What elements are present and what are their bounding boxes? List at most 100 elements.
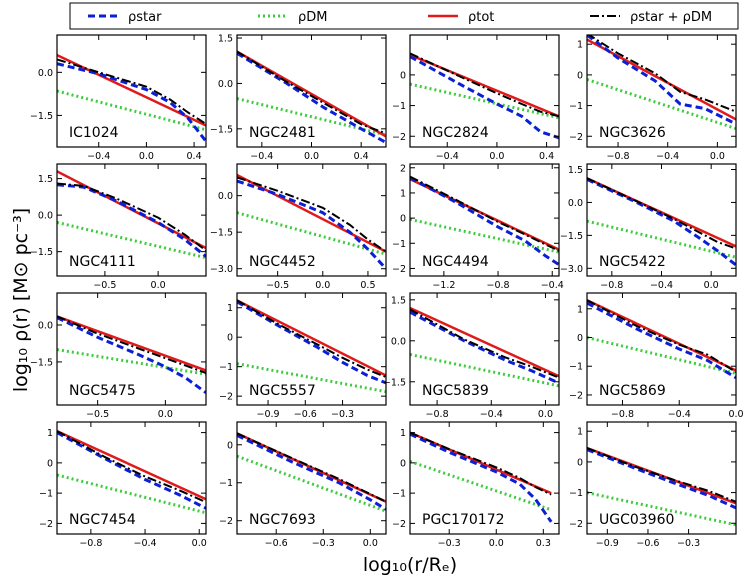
y-tick-label: 1	[47, 428, 53, 439]
panel-ngc4494: −1.2 −0.8 −0.4 2 1 0 −1 −2 NGC4494	[392, 163, 564, 291]
series-group	[237, 173, 386, 270]
x-tick-label: 0.5	[360, 280, 375, 291]
x-tick-label: −0.8	[426, 409, 449, 420]
x-tick-label: 0.0	[538, 409, 553, 420]
y-tick-label: −1	[569, 488, 583, 499]
panel-ngc5839: −0.8 −0.4 0.0 1.5 0.0 −1.5 NGC5839	[383, 292, 560, 420]
series-sum	[587, 35, 736, 113]
x-tick-label: 0.0	[363, 538, 378, 549]
x-tick-label: −0.5	[266, 280, 289, 291]
series-star	[57, 431, 206, 510]
series-group	[237, 299, 386, 394]
panel-pgc170172: −0.3 0.0 0.3 1 0 −1 −2 PGC170172	[392, 421, 560, 549]
y-tick-label: 0.0	[38, 211, 53, 222]
panel-ngc7693: −0.6 −0.3 0.0 0 −1 −2 NGC7693	[219, 421, 387, 549]
panel-ngc2824: −0.4 0.0 0.4 0 −1 −2 NGC2824	[392, 34, 560, 162]
y-tick-label: −2	[392, 264, 406, 275]
series-dm	[587, 219, 736, 259]
series-group	[410, 52, 559, 140]
y-tick-label: 1	[400, 188, 406, 199]
series-dm	[57, 220, 206, 260]
series-sum	[587, 177, 736, 250]
y-tick-label: −2	[569, 132, 583, 143]
y-tick-label: 1.5	[218, 34, 233, 45]
series-dm	[410, 459, 552, 512]
y-tick-label: 0	[577, 333, 583, 344]
y-tick-label: −2	[219, 392, 233, 403]
legend-label-dm: ρDM	[298, 10, 327, 25]
series-group	[410, 175, 559, 266]
x-tick-label: 0.0	[489, 538, 504, 549]
series-tot	[57, 429, 206, 501]
series-group	[237, 432, 386, 513]
series-group	[57, 53, 206, 143]
series-group	[587, 299, 736, 379]
y-tick-label: 1	[577, 427, 583, 438]
series-group	[57, 315, 206, 394]
panel-frame	[409, 421, 560, 535]
panel-label: NGC2481	[249, 125, 316, 141]
series-tot	[410, 53, 559, 118]
panel-frame	[586, 421, 737, 535]
x-tick-label: 0.4	[354, 151, 369, 162]
panel-ngc3626: −0.8 −0.4 0.0 1 0 −1 −2 NGC3626	[569, 34, 737, 162]
x-tick-label: 0.0	[315, 280, 330, 291]
series-dm	[237, 97, 386, 137]
series-tot	[587, 299, 736, 372]
y-tick-label: 0	[227, 333, 233, 344]
panel-frame	[56, 421, 207, 535]
x-tick-label: 0.0	[139, 151, 154, 162]
panel-frame	[56, 34, 207, 148]
series-group	[410, 306, 559, 388]
panel-label: UGC03960	[599, 512, 674, 528]
x-tick-label: −0.6	[294, 409, 317, 420]
series-group	[237, 50, 386, 144]
panel-ngc5557: −0.9 −0.6 −0.3 1 0 −1 −2 NGC5557	[219, 292, 387, 420]
series-tot	[587, 446, 736, 505]
panel-frame	[409, 292, 560, 406]
x-tick-label: −0.6	[265, 538, 288, 549]
y-tick-label: 0	[577, 457, 583, 468]
panel-frame	[236, 163, 387, 277]
series-sum	[237, 50, 386, 135]
panel-label: NGC5557	[249, 383, 316, 399]
x-tick-label: 0.3	[536, 538, 551, 549]
series-sum	[587, 447, 736, 503]
y-tick-label: −1.5	[30, 111, 53, 122]
x-tick-label: −0.4	[541, 280, 564, 291]
x-tick-label: 0.4	[539, 151, 554, 162]
y-tick-label: −1	[392, 101, 406, 112]
y-tick-label: 0.0	[218, 79, 233, 90]
y-tick-label: 0	[47, 458, 53, 469]
series-sum	[237, 176, 386, 253]
x-tick-label: −0.8	[607, 151, 630, 162]
series-group	[587, 35, 736, 131]
x-tick-label: 0.0	[704, 280, 719, 291]
series-tot	[410, 306, 559, 378]
legend-label-star: ρstar	[128, 10, 162, 25]
series-sum	[237, 299, 386, 378]
series-sum	[410, 308, 559, 379]
y-tick-label: 1.5	[391, 295, 406, 306]
x-tick-label: −0.3	[312, 538, 335, 549]
x-tick-label: 0.0	[728, 409, 743, 420]
series-dm	[410, 353, 559, 388]
panel-label: NGC4452	[249, 254, 316, 270]
series-star	[57, 183, 206, 258]
y-tick-label: 0	[227, 440, 233, 451]
series-tot	[237, 173, 386, 253]
series-tot	[237, 299, 386, 377]
series-star	[410, 310, 559, 385]
x-tick-label: 0.0	[192, 538, 207, 549]
x-tick-label: −0.9	[257, 409, 280, 420]
legend: ρstar ρDM ρtot ρstar + ρDM	[69, 2, 739, 30]
y-tick-label: −1.5	[30, 357, 53, 368]
panel-frame	[236, 292, 387, 406]
panel-ngc2481: −0.4 0.0 0.4 1.5 0.0 −1.5 NGC2481	[210, 34, 387, 162]
series-sum	[587, 299, 736, 373]
x-tick-label: −0.8	[600, 280, 623, 291]
panel-ugc03960: −0.9 −0.6 −0.3 1 0 −1 −2 UGC03960	[569, 421, 737, 549]
x-tick-label: 0.0	[158, 409, 173, 420]
series-sum	[237, 432, 386, 503]
